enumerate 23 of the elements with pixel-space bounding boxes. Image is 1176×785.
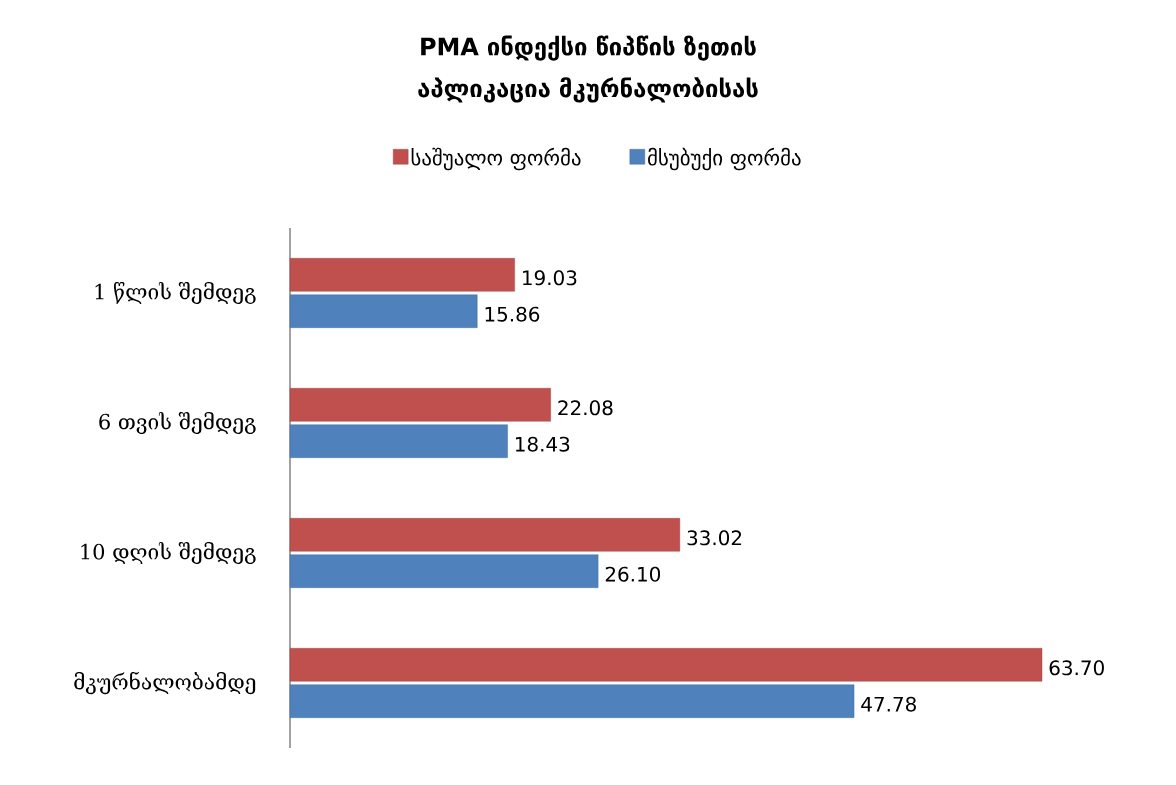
data-label: 18.43 — [515, 436, 570, 452]
bar — [289, 684, 855, 718]
y-tick-label: 1 წლის შემდეგ — [95, 281, 256, 305]
y-tick-label: 10 დღის შემდეგ — [81, 541, 256, 565]
data-label: 19.03 — [523, 270, 577, 286]
y-tick-label: მკურნალობამდე — [74, 671, 256, 695]
bar — [289, 648, 1043, 682]
data-label: 15.86 — [485, 306, 540, 322]
y-tick-label: 6 თვის შემდეგ — [99, 411, 256, 435]
data-label: 22.08 — [558, 400, 613, 416]
data-label: 33.02 — [687, 530, 742, 546]
chart-title: PMA ინდექსი წიპწის ზეთის აპლიკაცია მკურნალობისას — [418, 35, 758, 103]
bar — [289, 388, 551, 422]
bar — [289, 258, 515, 292]
bar — [289, 518, 681, 552]
bar — [289, 294, 478, 328]
legend-label: საშუალო ფორმა — [411, 147, 581, 171]
bar — [289, 554, 599, 588]
data-label: 26.10 — [605, 566, 661, 582]
data-label: 47.78 — [861, 696, 916, 712]
legend-label: მსუბუქი ფორმა — [648, 147, 801, 171]
bar — [289, 424, 508, 458]
data-label: 63.70 — [1049, 660, 1104, 676]
